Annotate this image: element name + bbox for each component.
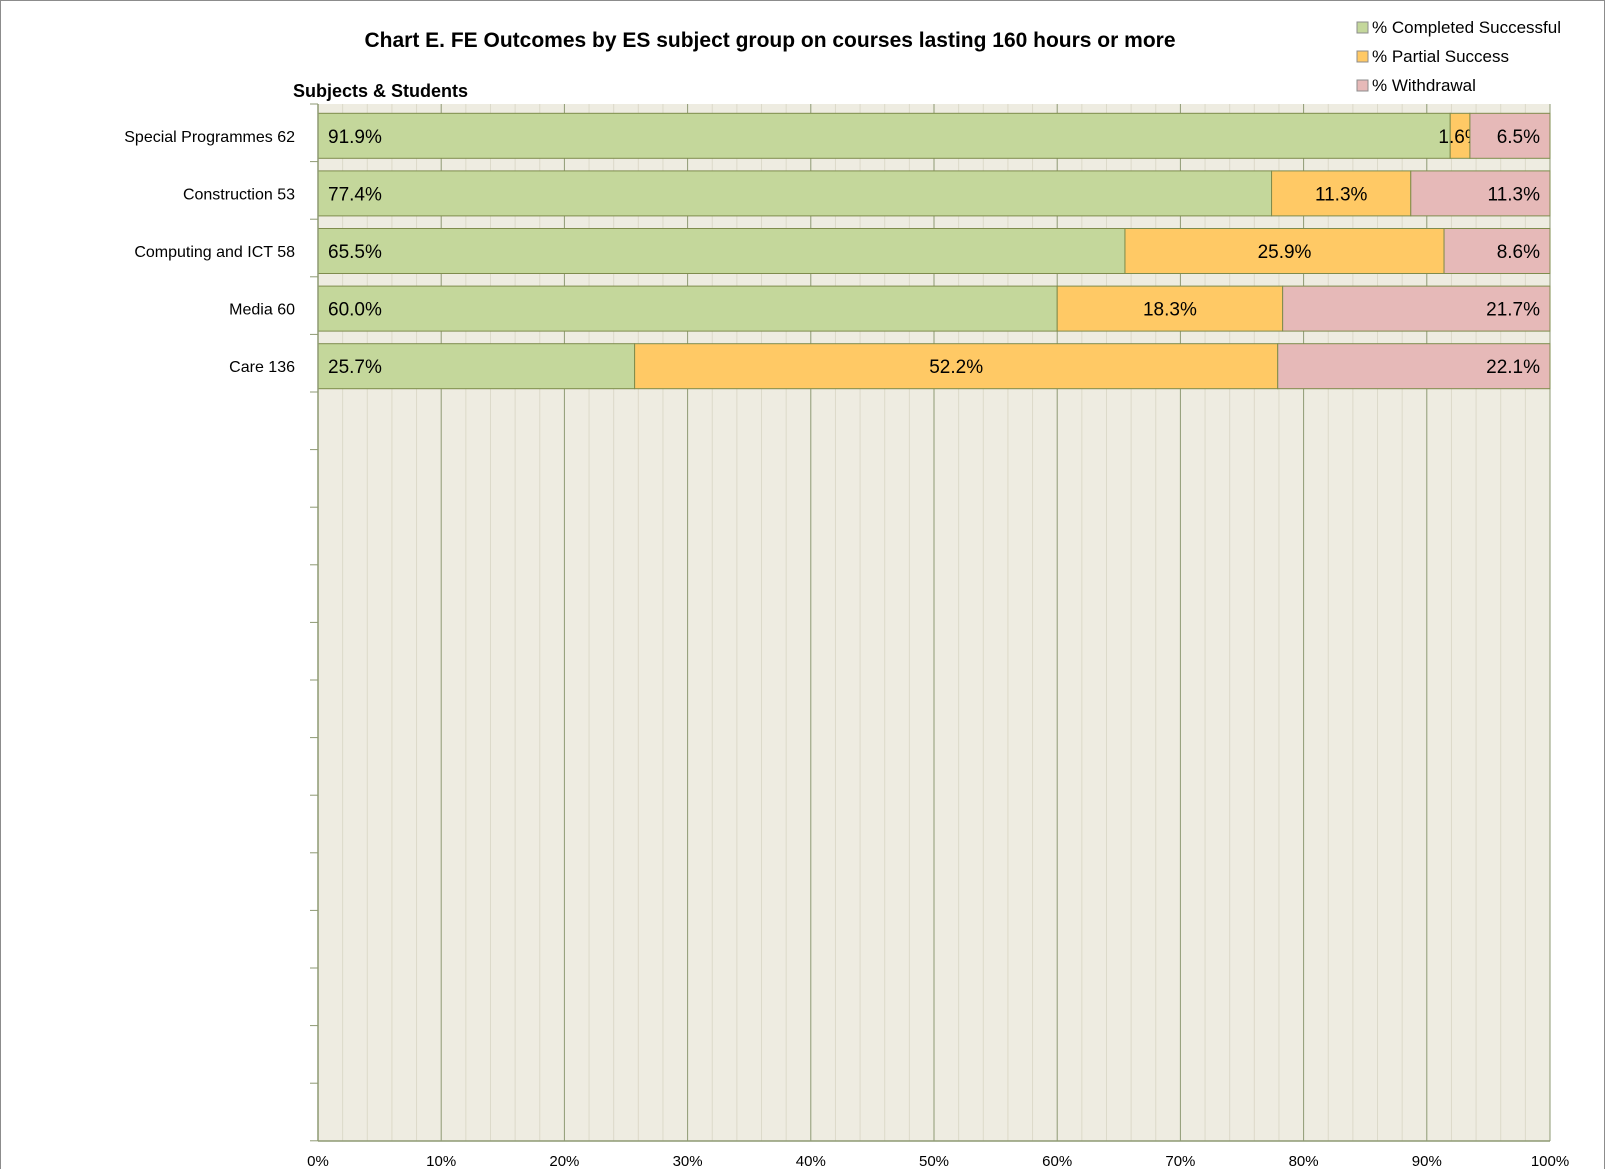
bar-segment (317, 112, 1451, 159)
x-tick-label: 50% (919, 1153, 949, 1169)
legend-swatch (1356, 79, 1369, 92)
bar-segment (1282, 285, 1551, 332)
bar-segment (1277, 343, 1551, 390)
category-label: Computing and ICT 58 (134, 244, 295, 261)
bar-segment (1271, 170, 1412, 217)
x-tick-label: 70% (1165, 1153, 1195, 1169)
data-label: 6.5% (1497, 127, 1540, 148)
data-label: 91.9% (328, 127, 382, 148)
bar-segment (317, 285, 1058, 332)
data-label: 21.7% (1486, 300, 1540, 321)
legend-label: % Withdrawal (1372, 76, 1476, 95)
major-gridlines (440, 104, 1551, 1141)
chart-title: Chart E. FE Outcomes by ES subject group… (364, 29, 1175, 52)
bar-segment (634, 343, 1279, 390)
category-label: Media 60 (229, 302, 295, 319)
x-tick-labels: 0% 10% 20% 30% 40% 50% 60% 70% 80% 90% 100% (307, 1153, 1569, 1169)
minor-gridlines (342, 104, 1526, 1141)
x-tick-label: 100% (1531, 1153, 1569, 1169)
y-axis-title: Subjects & Students (293, 81, 468, 101)
category-label: Care 136 (229, 359, 295, 376)
category-labels: Special Programmes 62 Construction 53 Comp… (124, 129, 295, 376)
bar-segment (1056, 285, 1284, 332)
bar-segment (1443, 228, 1551, 274)
bar-segment (317, 228, 1126, 274)
data-label: 25.9% (1258, 242, 1312, 263)
data-label: 65.5% (328, 242, 382, 263)
category-label: Special Programmes 62 (124, 129, 295, 146)
legend-swatch (1356, 50, 1369, 63)
x-tick-label: 10% (426, 1153, 456, 1169)
data-label: 25.7% (328, 357, 382, 378)
x-tick-label: 40% (796, 1153, 826, 1169)
bar-segment (317, 343, 636, 390)
data-label: 52.2% (929, 357, 983, 378)
bars: 91.9% 1.6% 6.5%77.4% 11.3% 11.3%65.5% 25.9% 8.… (317, 112, 1551, 390)
x-tick-label: 20% (549, 1153, 579, 1169)
bar-segment (1410, 170, 1551, 217)
bar-segment (1469, 112, 1551, 159)
x-tick-label: 0% (307, 1153, 329, 1169)
axes (310, 103, 1550, 1142)
data-label: 8.6% (1497, 242, 1540, 263)
data-label: 60.0% (328, 300, 382, 321)
x-tick-label: 80% (1289, 1153, 1319, 1169)
data-label: 22.1% (1486, 357, 1540, 378)
data-label: 11.3% (1315, 184, 1368, 205)
legend-label: % Partial Success (1372, 47, 1509, 66)
category-label: Construction 53 (183, 186, 295, 203)
legend-label: % Completed Successful (1372, 18, 1561, 37)
bar-segment (1124, 228, 1445, 274)
data-label: 18.3% (1143, 300, 1197, 321)
legend-swatch (1356, 21, 1369, 34)
data-label: 77.4% (328, 184, 382, 205)
data-label: 11.3% (1488, 184, 1541, 205)
x-tick-label: 60% (1042, 1153, 1072, 1169)
legend: % Completed Successful % Partial Success%… (1356, 18, 1561, 95)
x-tick-label: 30% (673, 1153, 703, 1169)
x-tick-label: 90% (1412, 1153, 1442, 1169)
bar-segment (317, 170, 1273, 217)
